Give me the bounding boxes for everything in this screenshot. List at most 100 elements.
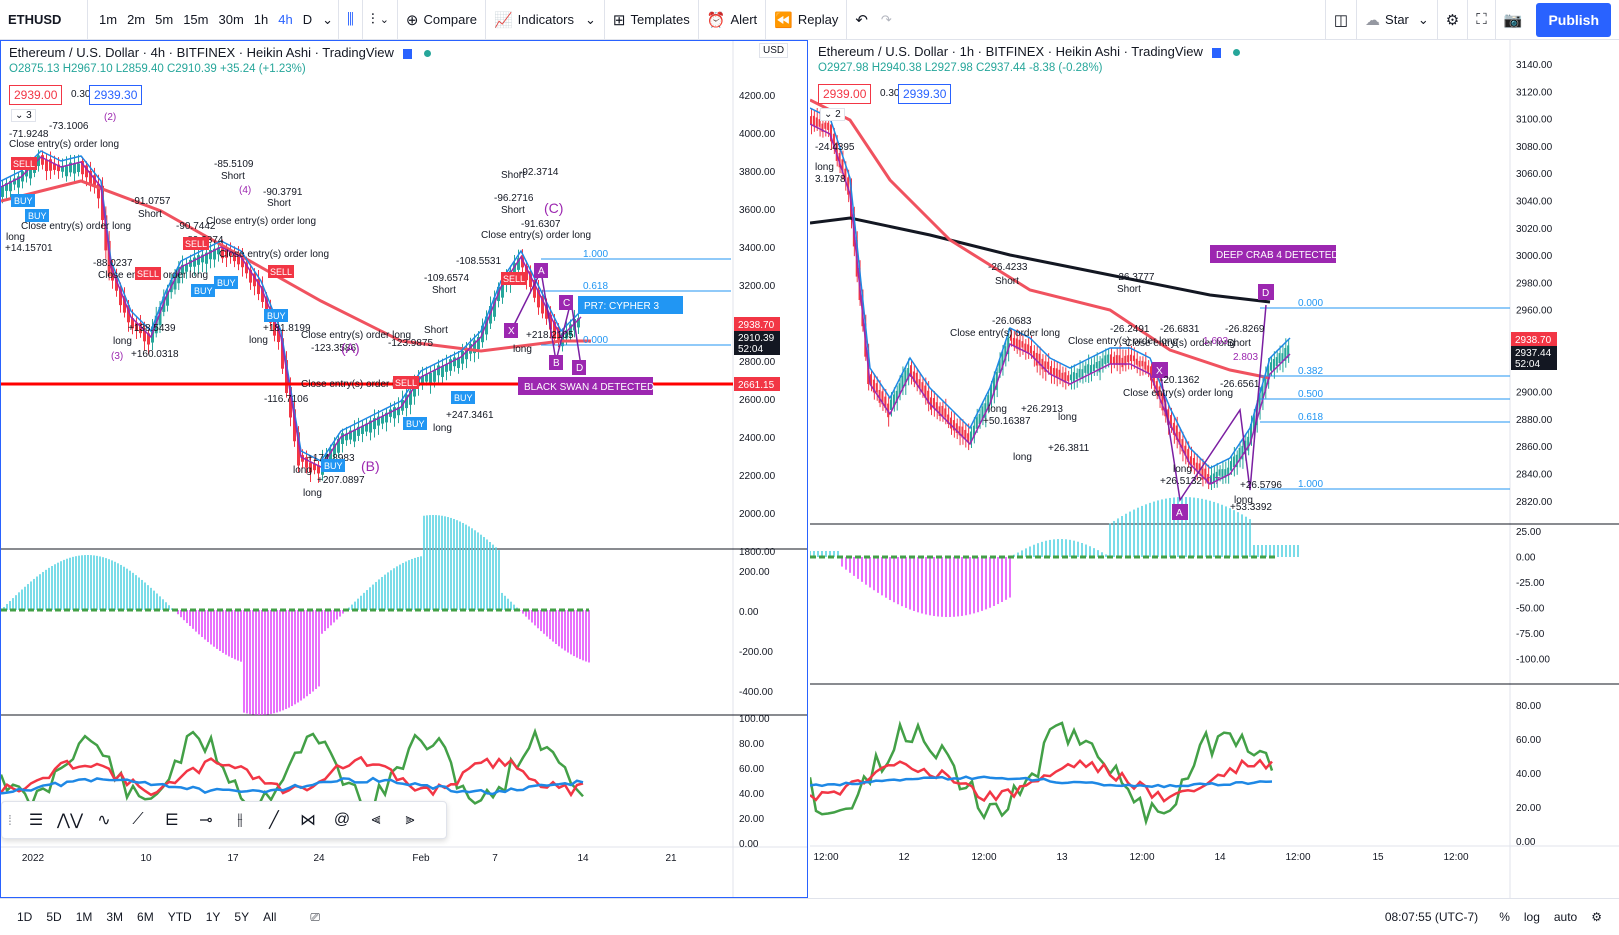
- annotation-label: 3.1978: [815, 174, 846, 185]
- compare-button[interactable]: ⊕ Compare: [396, 0, 485, 40]
- brush-icon[interactable]: ⟋: [132, 811, 144, 828]
- chart-type-bars-icon[interactable]: ⫼: [338, 0, 362, 40]
- abcd-pattern-icon[interactable]: ⋀⋁: [56, 812, 84, 829]
- candle-body: [1107, 354, 1110, 364]
- timeframe-5m[interactable]: 5m: [155, 12, 174, 27]
- parallel-channel-icon[interactable]: ⫷: [371, 811, 381, 828]
- candle-body: [1047, 361, 1050, 370]
- range-1m[interactable]: 1M: [75, 910, 93, 924]
- candle-body: [938, 406, 941, 416]
- layout-name-button[interactable]: ☁ Star ⌄: [1356, 0, 1437, 40]
- timeframe-1m[interactable]: 1m: [99, 12, 118, 27]
- candle-body: [898, 383, 901, 396]
- annotation-label: Close entry(s) order long: [1125, 338, 1235, 349]
- left-legend-toggle[interactable]: ⌄ 3: [11, 109, 36, 122]
- range-all[interactable]: All: [263, 910, 277, 924]
- horizontal-ray-icon[interactable]: ⊸: [199, 812, 213, 829]
- log-toggle[interactable]: log: [1523, 910, 1540, 924]
- timeframe-group: 1m 2m 5m 15m 30m 1h 4h D: [88, 0, 317, 40]
- buy-signal-label: BUY: [454, 393, 473, 403]
- timeframe-dropdown-icon[interactable]: ⌄: [322, 11, 334, 27]
- timeframe-1h[interactable]: 1h: [253, 12, 269, 27]
- elliott-wave-icon[interactable]: ∿: [97, 812, 111, 829]
- time-tick-label: 15: [1372, 852, 1384, 863]
- range-1y[interactable]: 1Y: [205, 910, 221, 924]
- regression-icon[interactable]: ⫸: [405, 811, 415, 828]
- range-5d[interactable]: 5D: [46, 910, 62, 924]
- time-tick-label: 12:00: [1129, 852, 1154, 863]
- snapshot-button[interactable]: 📷: [1494, 0, 1531, 40]
- chart-type-candles-icon[interactable]: ⫶ ⌄: [361, 0, 397, 40]
- fib-ratio-label: 1.693: [1203, 336, 1228, 347]
- pitchfork-icon[interactable]: ⫲: [237, 811, 243, 828]
- candle-body: [425, 374, 428, 382]
- drag-handle-icon[interactable]: ⁞: [8, 812, 12, 828]
- settings-button[interactable]: ⚙: [1436, 0, 1467, 40]
- templates-button[interactable]: ⊞ Templates: [603, 0, 698, 40]
- candle-body: [461, 351, 464, 364]
- right-legend-toggle[interactable]: ⌄ 2: [820, 108, 845, 121]
- left-chart-canvas[interactable]: 4200.00 4000.00 3800.00 3600.00 3400.00 3200.…: [1, 41, 807, 897]
- settings-gear-icon[interactable]: ⚙: [1591, 910, 1602, 924]
- horizontal-lines-icon[interactable]: ☰: [28, 812, 44, 829]
- right-ohlc: O2927.98 H2940.38 L2927.98 C2937.44 -8.3…: [818, 62, 1103, 74]
- annotation-label: -20.1362: [1160, 375, 1200, 386]
- undo-button[interactable]: ↶: [846, 0, 876, 40]
- drawing-toolbar: ⁞ ☰ ⋀⋁ ∿ ⟋ ⋿ ⊸ ⫲ ╱ ⋈ @ ⫷ ⫸: [1, 801, 447, 839]
- range-6m[interactable]: 6M: [137, 910, 154, 924]
- publish-button[interactable]: Publish: [1536, 2, 1611, 37]
- timeframe-4h[interactable]: 4h: [278, 12, 293, 27]
- auto-toggle[interactable]: auto: [1553, 910, 1578, 924]
- annotation-label: +26.5132: [1160, 476, 1202, 487]
- candle-body: [9, 180, 12, 192]
- range-5y[interactable]: 5Y: [234, 910, 250, 924]
- candle-body: [389, 409, 392, 417]
- fullscreen-button[interactable]: ⛶: [1467, 0, 1495, 40]
- fib-channel-icon[interactable]: ⋿: [165, 812, 179, 829]
- replay-button[interactable]: ⏪ Replay: [765, 0, 846, 40]
- left-buy-button[interactable]: 2939.30: [89, 85, 143, 105]
- candle-body: [1164, 403, 1167, 417]
- timeframe-D[interactable]: D: [302, 12, 313, 27]
- xabcd-pattern-icon[interactable]: ⋈: [300, 812, 316, 829]
- chart-pane-left[interactable]: 4200.00 4000.00 3800.00 3600.00 3400.00 3200.…: [0, 40, 808, 898]
- redo-button[interactable]: ↷: [876, 0, 897, 40]
- annotation-label: -108.5531: [456, 256, 501, 267]
- range-3m[interactable]: 3M: [106, 910, 124, 924]
- clock[interactable]: 08:07:55 (UTC-7): [1384, 910, 1479, 924]
- close-price-label: 2910.39: [738, 333, 775, 344]
- candle-body: [1264, 375, 1267, 391]
- fib-spiral-icon[interactable]: @: [333, 811, 351, 828]
- timeframe-2m[interactable]: 2m: [127, 12, 146, 27]
- trend-line-icon[interactable]: ╱: [269, 812, 279, 829]
- candle-body: [881, 391, 884, 405]
- rsi-tick-label: 20.00: [739, 814, 764, 825]
- range-ytd[interactable]: YTD: [167, 910, 192, 924]
- indicators-button[interactable]: 📈 Indicators ⌄: [484, 0, 604, 40]
- right-sell-button[interactable]: 2939.00: [818, 84, 872, 104]
- timeframe-15m[interactable]: 15m: [183, 12, 209, 27]
- flag-icon[interactable]: [403, 48, 413, 59]
- flag-icon[interactable]: [1212, 47, 1222, 58]
- layout-button[interactable]: ◫: [1324, 0, 1356, 40]
- left-sell-button[interactable]: 2939.00: [9, 85, 63, 105]
- symbol-search[interactable]: ETHUSD: [0, 0, 88, 40]
- candle-body: [972, 425, 975, 438]
- candle-body: [233, 251, 236, 262]
- percent-toggle[interactable]: %: [1499, 910, 1510, 924]
- annotation-label: long: [1173, 464, 1192, 475]
- right-buy-button[interactable]: 2939.30: [898, 84, 952, 104]
- annotation-label: -123.3586: [311, 343, 356, 354]
- timeframe-30m[interactable]: 30m: [218, 12, 244, 27]
- chart-pane-right[interactable]: 3140.00 3120.00 3100.00 3080.00 3060.00 3040.…: [810, 40, 1619, 898]
- candle-body: [537, 289, 540, 308]
- date-range-icon[interactable]: ⎚: [310, 909, 321, 924]
- alert-button[interactable]: ⏰ Alert: [697, 0, 765, 40]
- range-1d[interactable]: 1D: [17, 910, 33, 924]
- currency-label[interactable]: USD: [759, 43, 789, 58]
- right-chart-canvas[interactable]: 3140.00 3120.00 3100.00 3080.00 3060.00 3040.…: [810, 40, 1619, 898]
- annotation-label: -26.8269: [1225, 324, 1265, 335]
- candle-body: [115, 275, 118, 291]
- candle-body: [1112, 356, 1115, 365]
- candle-body: [824, 122, 827, 129]
